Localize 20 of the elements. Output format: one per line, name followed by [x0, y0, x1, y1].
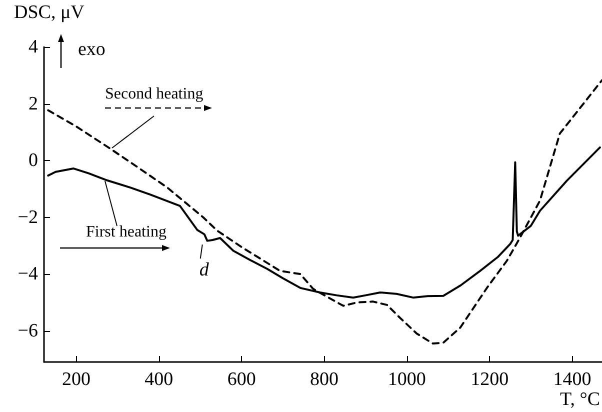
annotation: exo — [78, 39, 106, 60]
y-tick-label: −2 — [18, 206, 38, 228]
y-tick-label: −6 — [18, 320, 38, 342]
x-tick-label: 200 — [62, 369, 90, 390]
x-tick-label: 1000 — [388, 369, 426, 390]
line-series — [47, 79, 602, 345]
annotation: d — [199, 260, 210, 281]
x-tick-label: 800 — [310, 369, 338, 390]
y-axis-title: DSC, μV — [14, 2, 85, 23]
x-axis-title: T, °C — [560, 389, 600, 410]
y-tick-label: 4 — [28, 36, 38, 58]
text: Second heating — [105, 86, 204, 102]
series-label: First heating — [86, 224, 166, 240]
x-tick-label: 1200 — [470, 369, 509, 390]
x-tick-label: 1400 — [553, 369, 592, 390]
x-tick-label: 400 — [144, 369, 174, 390]
y-tick-label: 2 — [28, 93, 38, 114]
x-tick-label: 600 — [227, 369, 256, 390]
y-tick-label: 0 — [28, 150, 38, 172]
y-tick-label: −4 — [18, 264, 38, 285]
